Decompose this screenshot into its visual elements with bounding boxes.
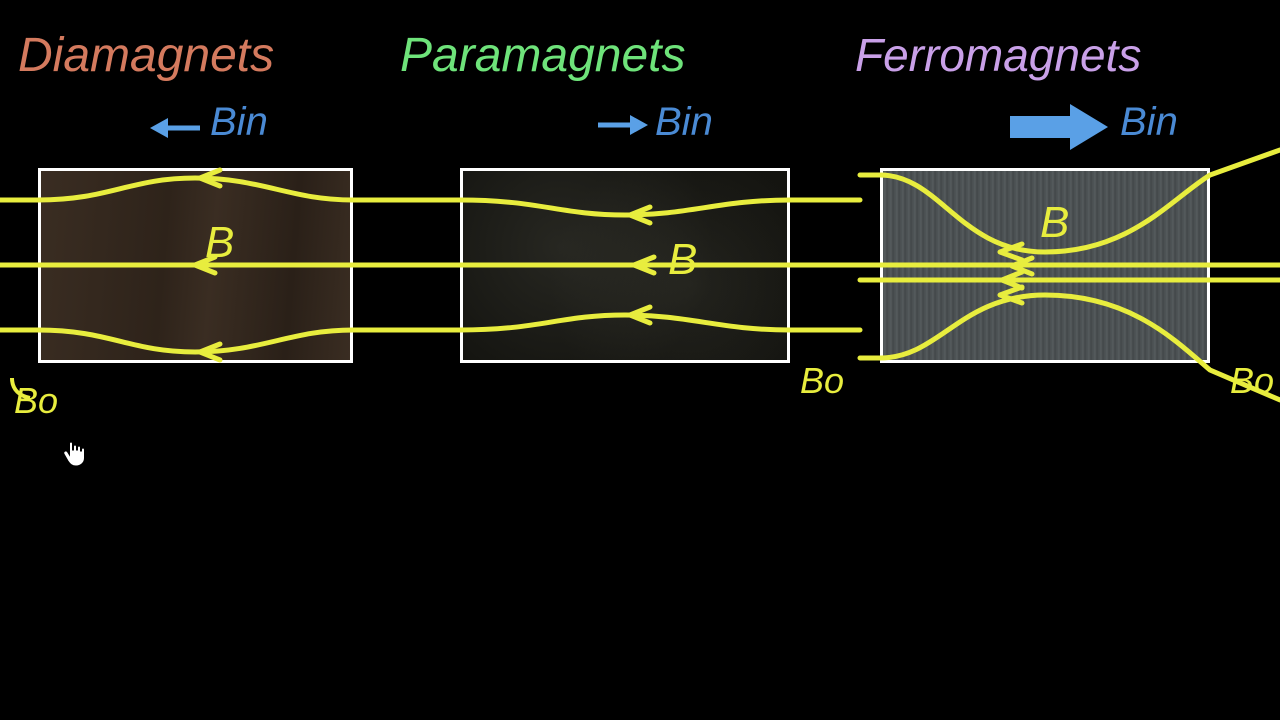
title-diamagnets: Diamagnets xyxy=(18,28,274,83)
bin-label-para: Bin xyxy=(655,100,713,145)
bo-label-dia: Bo xyxy=(14,380,58,422)
bo-label-para: Bo xyxy=(800,360,844,402)
material-box-para xyxy=(460,168,790,363)
bin-arrow-ferro xyxy=(1010,104,1108,150)
bin-arrow-para xyxy=(598,115,648,135)
hand-cursor-icon xyxy=(62,440,86,468)
bin-arrow-dia xyxy=(150,118,200,138)
b-inside-para: B xyxy=(668,235,697,285)
b-inside-ferro: B xyxy=(1040,198,1069,248)
bo-label-ferro: Bo xyxy=(1230,360,1274,402)
bin-label-ferro: Bin xyxy=(1120,100,1178,145)
material-box-dia xyxy=(38,168,353,363)
b-inside-dia: B xyxy=(205,218,234,268)
title-paramagnets: Paramagnets xyxy=(400,28,686,83)
bin-label-dia: Bin xyxy=(210,100,268,145)
title-ferromagnets: Ferromagnets xyxy=(855,28,1141,82)
